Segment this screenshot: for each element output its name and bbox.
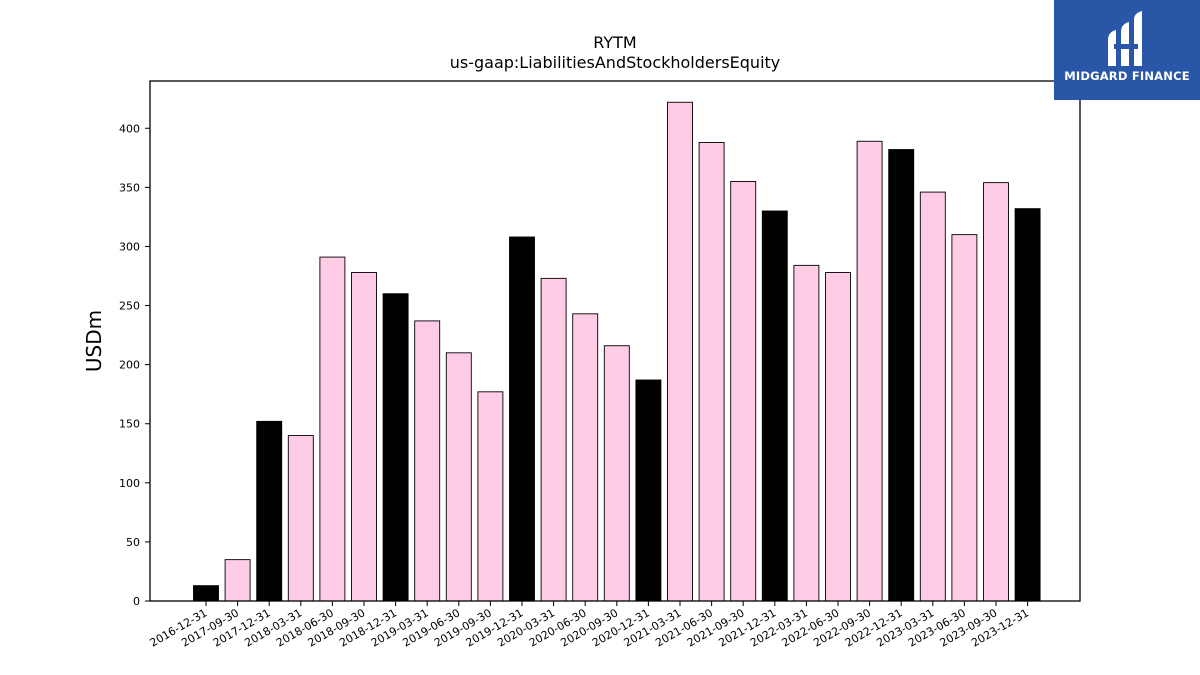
- y-axis: 0 50 100 150 200 250 300 350 400: [119, 122, 150, 608]
- y-tick-label: 300: [119, 240, 140, 253]
- bar-2020-03-31: [540, 277, 567, 602]
- logo-text: MIDGARD FINANCE: [1064, 69, 1190, 83]
- bar-2019-09-30: [477, 391, 504, 602]
- bar-2019-03-31: [414, 320, 441, 602]
- y-tick-label: 100: [119, 477, 140, 490]
- bar-series: [193, 101, 1041, 602]
- bar-2017-09-30: [224, 559, 251, 602]
- bar-2016-12-31: [193, 585, 219, 602]
- bar-2018-09-30: [351, 272, 377, 602]
- y-tick-label: 250: [119, 300, 140, 313]
- bar-2020-12-31: [635, 379, 662, 602]
- brand-logo: MIDGARD FINANCE: [1054, 0, 1200, 100]
- bar-2021-06-30: [698, 141, 725, 602]
- bar-2022-12-31: [888, 149, 915, 602]
- y-tick-label: 350: [119, 181, 140, 194]
- bar-2018-12-31: [382, 293, 409, 602]
- midgard-logo-icon: [1108, 11, 1142, 66]
- y-tick-label: 50: [126, 536, 140, 549]
- bar-2018-06-30: [319, 256, 346, 602]
- bar-2022-03-31: [793, 264, 820, 602]
- bar-2021-09-30: [730, 180, 757, 602]
- x-axis: 2016-12-312017-09-302017-12-312018-03-31…: [148, 601, 1031, 650]
- y-axis-label: USDm: [82, 310, 106, 372]
- bar-2022-06-30: [825, 272, 851, 602]
- bar-2019-06-30: [445, 352, 472, 602]
- bar-2023-03-31: [919, 191, 946, 602]
- bar-2021-12-31: [761, 210, 788, 602]
- bar-2020-06-30: [572, 313, 599, 602]
- bar-2018-03-31: [287, 435, 314, 602]
- y-tick-label: 0: [133, 595, 140, 608]
- chart-subtitle: us-gaap:LiabilitiesAndStockholdersEquity: [449, 53, 781, 72]
- bar-2023-06-30: [951, 234, 978, 602]
- y-tick-label: 200: [119, 359, 140, 372]
- bar-2023-09-30: [983, 182, 1009, 602]
- bar-2023-12-31: [1014, 208, 1041, 602]
- bar-2022-09-30: [856, 140, 883, 602]
- bar-2017-12-31: [256, 420, 283, 602]
- bar-2020-09-30: [603, 345, 630, 602]
- plot-frame: [149, 80, 1081, 602]
- bar-2019-12-31: [509, 236, 535, 602]
- bar-2021-03-31: [667, 101, 693, 602]
- y-tick-label: 400: [119, 122, 140, 135]
- chart-title: RYTM: [593, 33, 637, 52]
- y-tick-label: 150: [119, 418, 140, 431]
